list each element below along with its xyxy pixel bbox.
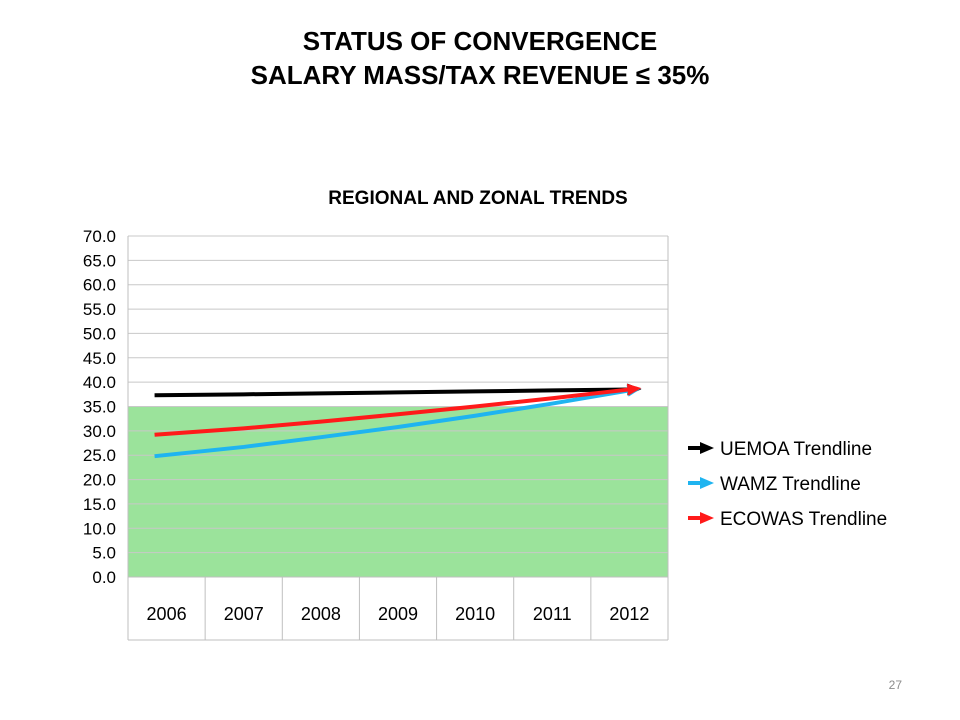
series-uemoa-trendline <box>154 383 642 398</box>
threshold-region <box>128 406 668 577</box>
slide-title: STATUS OF CONVERGENCE SALARY MASS/TAX RE… <box>0 24 960 92</box>
y-tick-label: 30.0 <box>83 422 116 441</box>
series-line <box>154 387 632 398</box>
legend-item: UEMOA Trendline <box>688 439 872 460</box>
legend-arrow-icon <box>700 512 714 524</box>
x-tick-label: 2007 <box>224 604 264 624</box>
y-tick-label: 70.0 <box>83 227 116 246</box>
page-number: 27 <box>888 678 902 692</box>
y-tick-label: 35.0 <box>83 398 116 417</box>
y-tick-label: 60.0 <box>83 276 116 295</box>
x-tick-label: 2011 <box>533 604 572 624</box>
series-arrowhead <box>626 383 642 396</box>
slide-title-line-1: STATUS OF CONVERGENCE <box>302 26 658 56</box>
y-tick-label: 50.0 <box>83 324 116 343</box>
x-tick-label: 2010 <box>455 604 495 624</box>
y-tick-label: 20.0 <box>83 471 116 490</box>
y-tick-label: 15.0 <box>83 495 116 514</box>
legend-item: ECOWAS Trendline <box>688 509 887 530</box>
legend-label: WAMZ Trendline <box>720 474 861 495</box>
y-tick-label: 0.0 <box>92 568 116 587</box>
y-tick-label: 40.0 <box>83 373 116 392</box>
x-tick-label: 2008 <box>301 604 341 624</box>
legend-label: ECOWAS Trendline <box>720 509 887 530</box>
x-tick-label: 2009 <box>378 604 418 624</box>
y-tick-label: 55.0 <box>83 300 116 319</box>
series-line <box>154 387 632 437</box>
y-tick-label: 5.0 <box>92 544 116 563</box>
slide-title-line-2: SALARY MASS/TAX REVENUE ≤ 35% <box>250 60 710 90</box>
x-tick-label: 2012 <box>609 604 649 624</box>
legend-label: UEMOA Trendline <box>720 439 872 460</box>
legend-arrow-icon <box>700 477 714 489</box>
y-tick-label: 65.0 <box>83 251 116 270</box>
x-tick-label: 2006 <box>147 604 187 624</box>
y-tick-label: 25.0 <box>83 446 116 465</box>
y-tick-label: 45.0 <box>83 349 116 368</box>
series-ecowas-trendline <box>154 383 642 437</box>
legend: UEMOA Trendline WAMZ Trendline ECOWAS Tren… <box>688 439 887 530</box>
plot-area: 70.0 65.0 60.0 55.0 50.0 45.0 40.0 35.0 30.0 25.0… <box>83 227 669 641</box>
chart-title: REGIONAL AND ZONAL TRENDS <box>328 188 627 209</box>
legend-arrow-icon <box>700 442 714 454</box>
legend-item: WAMZ Trendline <box>688 474 861 495</box>
y-tick-label: 10.0 <box>83 519 116 538</box>
